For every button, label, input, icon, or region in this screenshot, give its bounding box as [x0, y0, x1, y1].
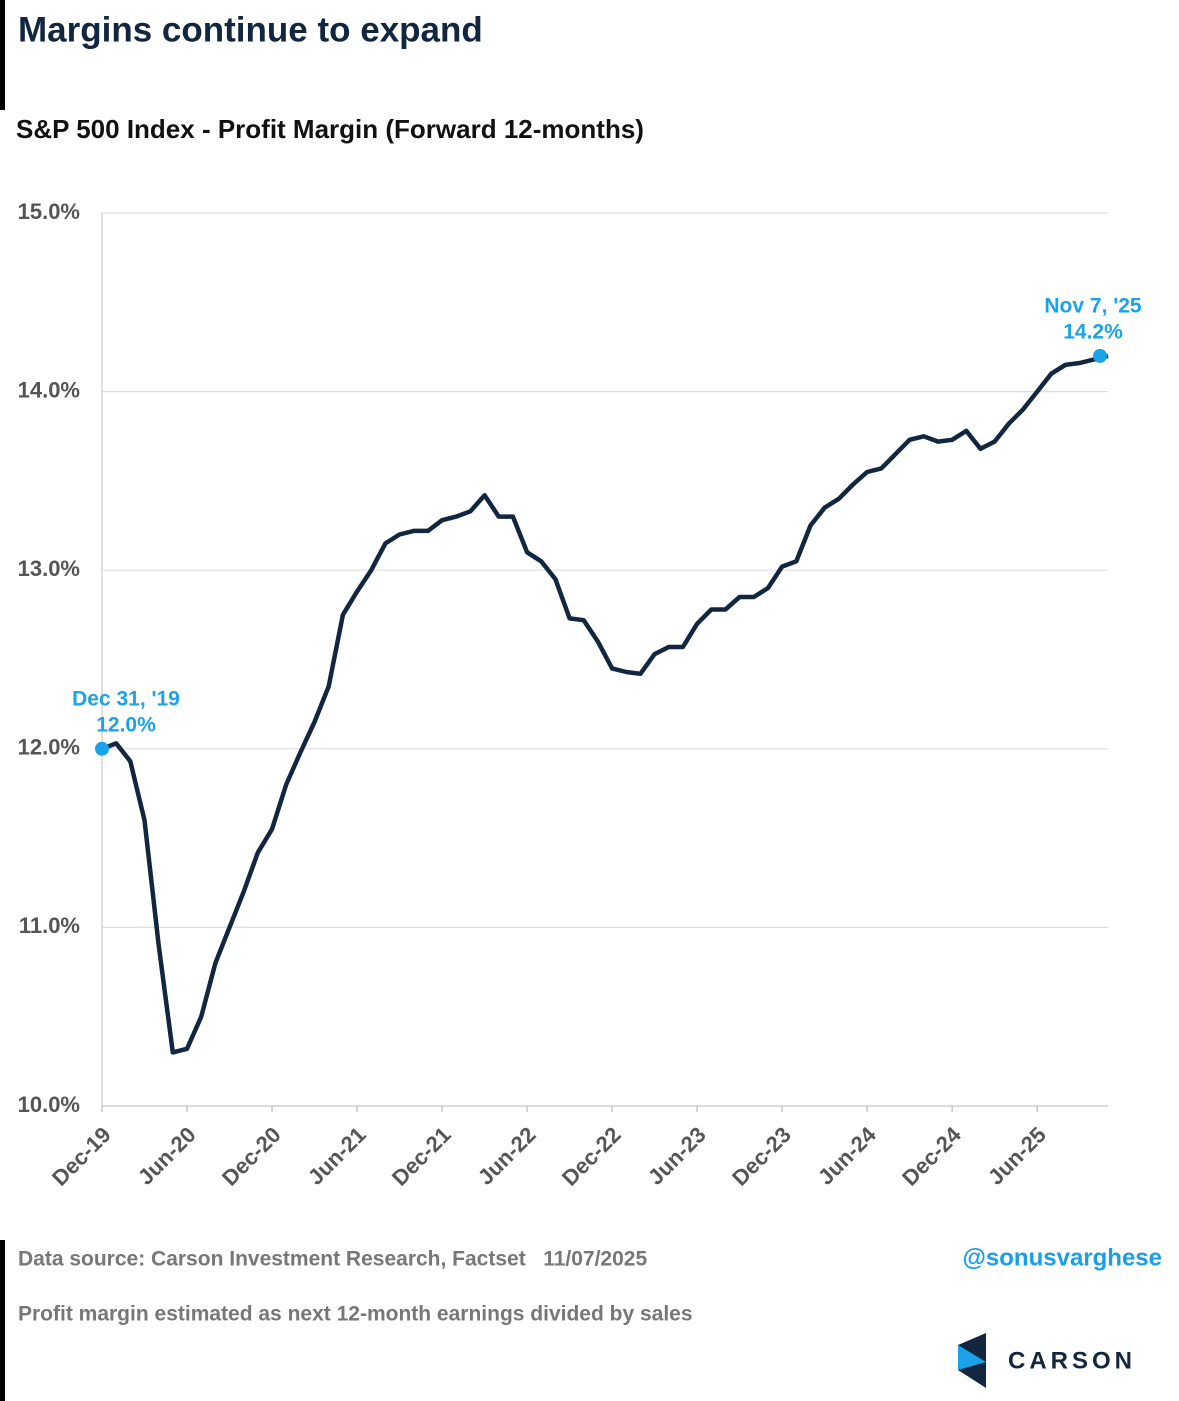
chart-title: Margins continue to expand: [18, 10, 483, 49]
y-tick-label: 12.0%: [18, 735, 80, 760]
x-tick-label: Dec-20: [217, 1122, 286, 1191]
logo: [958, 1333, 986, 1388]
end-point: [1093, 348, 1107, 363]
accent-bar: [0, 0, 5, 110]
end-point: [95, 741, 109, 756]
annotation: Nov 7, '25: [1044, 294, 1142, 317]
data-label: 14.2%: [1063, 320, 1123, 343]
handle: @sonusvarghese: [963, 1244, 1162, 1271]
y-tick-label: 10.0%: [18, 1092, 80, 1117]
chart-subtitle: S&P 500 Index - Profit Margin (Forward 1…: [16, 114, 644, 144]
data-label: 12.0%: [96, 713, 156, 736]
brand: CARSON: [1008, 1347, 1136, 1374]
x-tick-label: Jun-25: [983, 1122, 1051, 1190]
x-tick-label: Dec-19: [47, 1122, 116, 1191]
annotation: Dec 31, '19: [72, 687, 180, 710]
x-tick-label: Dec-22: [557, 1122, 626, 1191]
y-tick-label: 13.0%: [18, 556, 80, 581]
x-tick-label: Jun-20: [133, 1122, 201, 1190]
x-tick-label: Jun-22: [473, 1122, 541, 1190]
y-tick-label: 11.0%: [19, 913, 80, 938]
x-tick-label: Jun-21: [303, 1122, 371, 1190]
x-tick-label: Dec-21: [387, 1122, 456, 1191]
y-tick-label: 15.0%: [18, 199, 80, 224]
x-tick-label: Jun-24: [813, 1121, 881, 1189]
x-tick-label: Jun-23: [643, 1122, 711, 1190]
source-note: Data source: Carson Investment Research,…: [18, 1248, 647, 1271]
y-tick-label: 14.0%: [18, 377, 80, 402]
x-tick-label: Dec-23: [727, 1122, 796, 1191]
x-tick-label: Dec-24: [897, 1121, 966, 1190]
footnote: Profit margin estimated as next 12-month…: [18, 1303, 693, 1326]
accent-bar: [0, 1240, 5, 1401]
line: [101, 353, 1109, 1055]
